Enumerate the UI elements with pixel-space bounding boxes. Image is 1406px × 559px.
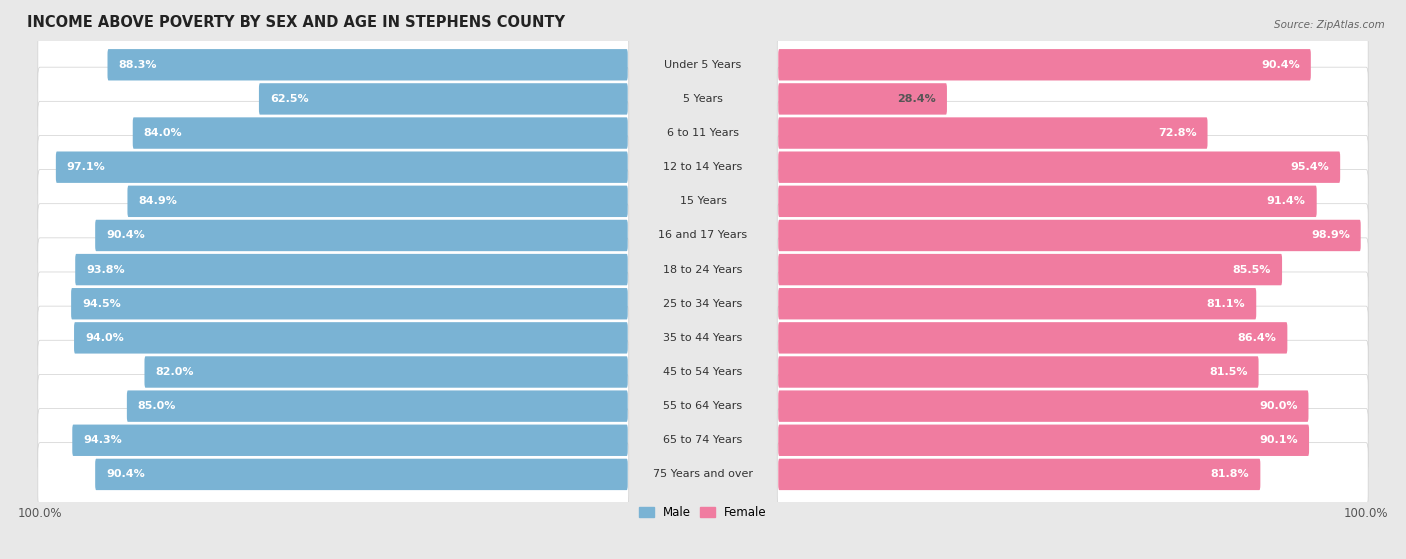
Text: 35 to 44 Years: 35 to 44 Years (664, 333, 742, 343)
FancyBboxPatch shape (779, 49, 1310, 80)
Text: 84.9%: 84.9% (138, 196, 177, 206)
Text: INCOME ABOVE POVERTY BY SEX AND AGE IN STEPHENS COUNTY: INCOME ABOVE POVERTY BY SEX AND AGE IN S… (27, 15, 565, 30)
FancyBboxPatch shape (779, 459, 1260, 490)
FancyBboxPatch shape (38, 409, 628, 472)
Text: 93.8%: 93.8% (86, 264, 125, 274)
Text: 94.0%: 94.0% (84, 333, 124, 343)
Text: 90.4%: 90.4% (105, 470, 145, 480)
FancyBboxPatch shape (779, 151, 1340, 183)
FancyBboxPatch shape (778, 340, 1368, 404)
FancyBboxPatch shape (779, 117, 1208, 149)
FancyBboxPatch shape (127, 390, 627, 422)
FancyBboxPatch shape (145, 356, 627, 388)
Text: 45 to 54 Years: 45 to 54 Years (664, 367, 742, 377)
FancyBboxPatch shape (778, 272, 1368, 335)
Text: 90.0%: 90.0% (1258, 401, 1298, 411)
FancyBboxPatch shape (38, 238, 628, 301)
Text: Source: ZipAtlas.com: Source: ZipAtlas.com (1274, 20, 1385, 30)
FancyBboxPatch shape (132, 117, 627, 149)
FancyBboxPatch shape (778, 67, 1368, 131)
FancyBboxPatch shape (779, 288, 1256, 319)
Text: 75 Years and over: 75 Years and over (652, 470, 754, 480)
Text: 72.8%: 72.8% (1159, 128, 1197, 138)
Text: 94.5%: 94.5% (82, 299, 121, 309)
FancyBboxPatch shape (38, 203, 628, 267)
FancyBboxPatch shape (779, 83, 946, 115)
FancyBboxPatch shape (778, 169, 1368, 233)
Text: 85.0%: 85.0% (138, 401, 176, 411)
Text: 25 to 34 Years: 25 to 34 Years (664, 299, 742, 309)
FancyBboxPatch shape (76, 254, 627, 285)
Text: 62.5%: 62.5% (270, 94, 308, 104)
FancyBboxPatch shape (779, 425, 1309, 456)
FancyBboxPatch shape (778, 443, 1368, 506)
FancyBboxPatch shape (779, 390, 1309, 422)
Text: 81.5%: 81.5% (1209, 367, 1247, 377)
FancyBboxPatch shape (72, 288, 627, 319)
FancyBboxPatch shape (779, 356, 1258, 388)
FancyBboxPatch shape (778, 101, 1368, 165)
FancyBboxPatch shape (778, 238, 1368, 301)
Text: 95.4%: 95.4% (1291, 162, 1329, 172)
FancyBboxPatch shape (259, 83, 627, 115)
Text: 84.0%: 84.0% (143, 128, 183, 138)
FancyBboxPatch shape (96, 220, 627, 251)
FancyBboxPatch shape (778, 33, 1368, 97)
Text: 5 Years: 5 Years (683, 94, 723, 104)
Text: 82.0%: 82.0% (156, 367, 194, 377)
FancyBboxPatch shape (38, 169, 628, 233)
Text: Under 5 Years: Under 5 Years (665, 60, 741, 70)
FancyBboxPatch shape (38, 33, 628, 97)
Text: 28.4%: 28.4% (897, 94, 936, 104)
FancyBboxPatch shape (778, 375, 1368, 438)
FancyBboxPatch shape (38, 135, 628, 199)
FancyBboxPatch shape (38, 272, 628, 335)
Text: 12 to 14 Years: 12 to 14 Years (664, 162, 742, 172)
FancyBboxPatch shape (96, 459, 627, 490)
Text: 97.1%: 97.1% (67, 162, 105, 172)
Text: 81.1%: 81.1% (1206, 299, 1246, 309)
FancyBboxPatch shape (779, 220, 1361, 251)
FancyBboxPatch shape (779, 322, 1288, 354)
FancyBboxPatch shape (72, 425, 627, 456)
Text: 88.3%: 88.3% (118, 60, 157, 70)
Text: 90.4%: 90.4% (1261, 60, 1301, 70)
Text: 94.3%: 94.3% (83, 435, 122, 446)
FancyBboxPatch shape (38, 340, 628, 404)
Text: 65 to 74 Years: 65 to 74 Years (664, 435, 742, 446)
FancyBboxPatch shape (38, 443, 628, 506)
FancyBboxPatch shape (107, 49, 627, 80)
FancyBboxPatch shape (778, 203, 1368, 267)
FancyBboxPatch shape (38, 67, 628, 131)
FancyBboxPatch shape (56, 151, 627, 183)
Text: 91.4%: 91.4% (1267, 196, 1306, 206)
Text: 85.5%: 85.5% (1233, 264, 1271, 274)
FancyBboxPatch shape (778, 135, 1368, 199)
FancyBboxPatch shape (779, 254, 1282, 285)
Text: 86.4%: 86.4% (1237, 333, 1277, 343)
Text: 90.4%: 90.4% (105, 230, 145, 240)
Legend: Male, Female: Male, Female (634, 501, 772, 523)
Text: 90.1%: 90.1% (1260, 435, 1298, 446)
Text: 15 Years: 15 Years (679, 196, 727, 206)
Text: 6 to 11 Years: 6 to 11 Years (666, 128, 740, 138)
FancyBboxPatch shape (75, 322, 627, 354)
FancyBboxPatch shape (779, 186, 1316, 217)
FancyBboxPatch shape (128, 186, 627, 217)
FancyBboxPatch shape (778, 306, 1368, 369)
Text: 18 to 24 Years: 18 to 24 Years (664, 264, 742, 274)
FancyBboxPatch shape (38, 101, 628, 165)
Text: 98.9%: 98.9% (1310, 230, 1350, 240)
Text: 81.8%: 81.8% (1211, 470, 1250, 480)
FancyBboxPatch shape (778, 409, 1368, 472)
Text: 16 and 17 Years: 16 and 17 Years (658, 230, 748, 240)
FancyBboxPatch shape (38, 306, 628, 369)
FancyBboxPatch shape (38, 375, 628, 438)
Text: 55 to 64 Years: 55 to 64 Years (664, 401, 742, 411)
